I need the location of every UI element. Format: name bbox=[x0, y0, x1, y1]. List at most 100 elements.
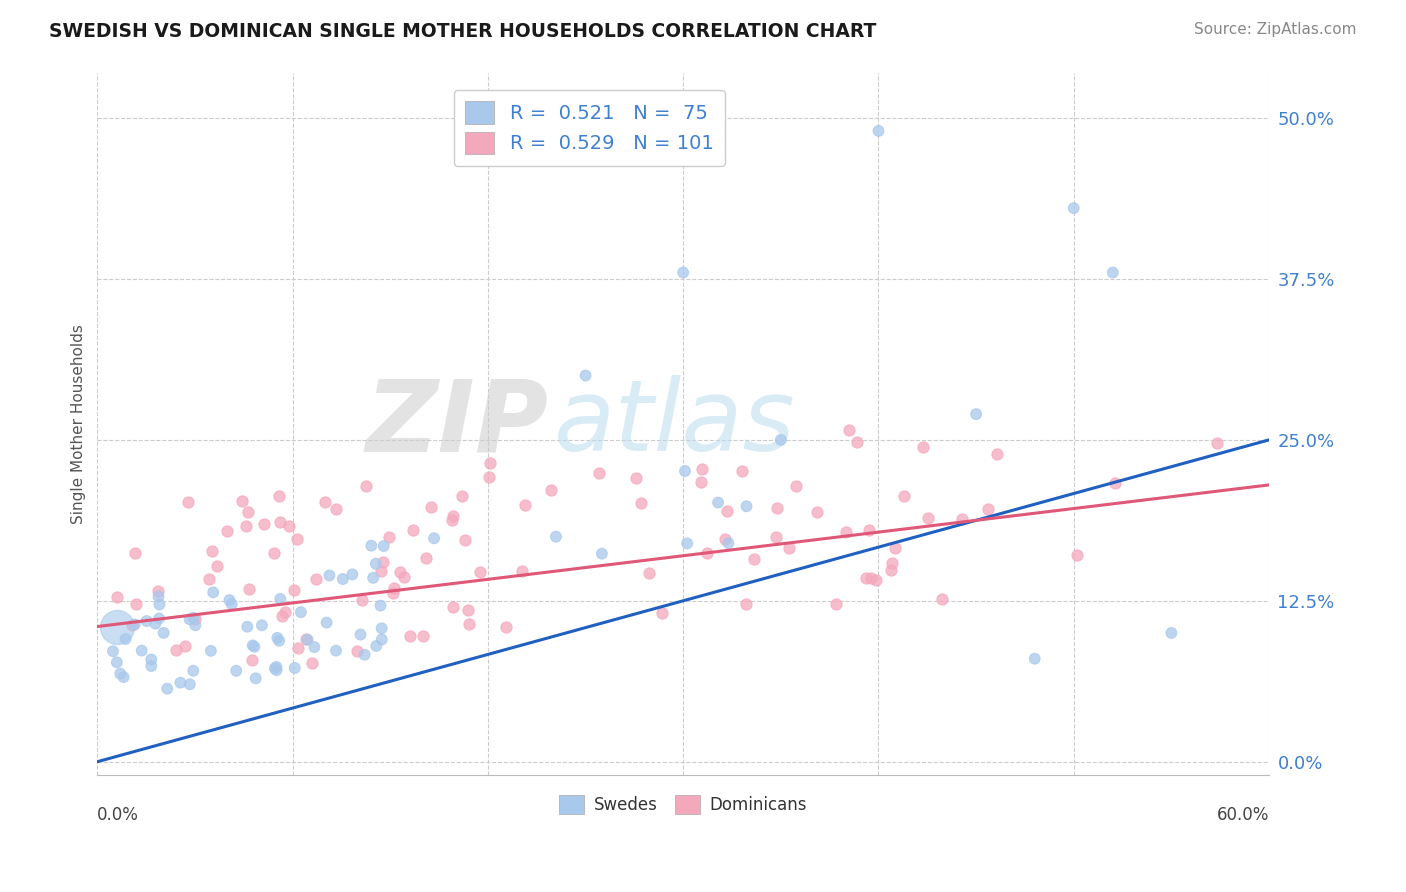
Point bbox=[131, 643, 153, 657]
Point bbox=[114, 632, 136, 646]
Point bbox=[574, 368, 596, 383]
Point bbox=[457, 603, 479, 617]
Point bbox=[965, 407, 987, 421]
Point bbox=[179, 677, 201, 691]
Point bbox=[349, 627, 371, 641]
Point bbox=[443, 599, 465, 614]
Point bbox=[105, 619, 128, 633]
Point bbox=[266, 663, 288, 677]
Point bbox=[544, 530, 567, 544]
Point bbox=[883, 541, 905, 555]
Text: ZIP: ZIP bbox=[366, 376, 548, 472]
Point bbox=[148, 611, 170, 625]
Point bbox=[423, 531, 446, 545]
Point bbox=[690, 475, 713, 489]
Point bbox=[283, 583, 305, 598]
Point bbox=[478, 469, 501, 483]
Point bbox=[124, 546, 146, 560]
Point bbox=[240, 652, 263, 666]
Point bbox=[305, 573, 328, 587]
Point bbox=[735, 598, 758, 612]
Point bbox=[917, 511, 939, 525]
Point bbox=[152, 626, 174, 640]
Point bbox=[225, 664, 247, 678]
Point bbox=[707, 495, 730, 509]
Point bbox=[325, 643, 347, 657]
Point bbox=[269, 591, 291, 606]
Point bbox=[450, 489, 472, 503]
Point bbox=[388, 565, 411, 579]
Point bbox=[591, 547, 613, 561]
Point bbox=[263, 546, 285, 560]
Point bbox=[200, 644, 222, 658]
Point bbox=[371, 555, 394, 569]
Point bbox=[540, 483, 562, 497]
Point bbox=[415, 550, 437, 565]
Point bbox=[931, 591, 953, 606]
Point bbox=[112, 670, 135, 684]
Point bbox=[135, 614, 157, 628]
Point bbox=[651, 607, 673, 621]
Point bbox=[412, 629, 434, 643]
Point bbox=[301, 656, 323, 670]
Point bbox=[179, 612, 201, 626]
Point bbox=[183, 611, 205, 625]
Point bbox=[468, 565, 491, 579]
Point bbox=[350, 592, 373, 607]
Y-axis label: Single Mother Households: Single Mother Households bbox=[72, 324, 86, 524]
Point bbox=[672, 266, 695, 280]
Point bbox=[287, 532, 309, 546]
Point bbox=[860, 571, 883, 585]
Point bbox=[458, 617, 481, 632]
Point bbox=[742, 552, 765, 566]
Point bbox=[392, 570, 415, 584]
Point bbox=[779, 541, 801, 555]
Point bbox=[986, 447, 1008, 461]
Point bbox=[297, 632, 319, 647]
Point bbox=[235, 519, 257, 533]
Point bbox=[1063, 201, 1085, 215]
Point bbox=[146, 583, 169, 598]
Point bbox=[205, 558, 228, 573]
Point bbox=[366, 639, 388, 653]
Point bbox=[441, 513, 464, 527]
Point bbox=[274, 605, 297, 619]
Point bbox=[399, 629, 422, 643]
Point bbox=[716, 504, 738, 518]
Point bbox=[221, 597, 243, 611]
Point bbox=[271, 609, 294, 624]
Point bbox=[277, 519, 299, 533]
Point bbox=[325, 502, 347, 516]
Point bbox=[441, 508, 464, 523]
Text: 60.0%: 60.0% bbox=[1216, 806, 1270, 824]
Point bbox=[145, 616, 167, 631]
Point bbox=[977, 501, 1000, 516]
Point bbox=[588, 467, 610, 481]
Point bbox=[893, 489, 915, 503]
Point bbox=[169, 675, 191, 690]
Point bbox=[125, 598, 148, 612]
Point bbox=[1101, 266, 1123, 280]
Point bbox=[630, 496, 652, 510]
Point bbox=[295, 632, 318, 646]
Point bbox=[342, 567, 364, 582]
Point bbox=[318, 568, 340, 582]
Point bbox=[290, 605, 312, 619]
Point bbox=[174, 639, 197, 653]
Text: Source: ZipAtlas.com: Source: ZipAtlas.com bbox=[1194, 22, 1357, 37]
Point bbox=[360, 539, 382, 553]
Point bbox=[834, 524, 856, 539]
Point bbox=[478, 456, 501, 470]
Point bbox=[269, 489, 291, 503]
Point bbox=[269, 515, 291, 529]
Point bbox=[378, 530, 401, 544]
Point bbox=[105, 656, 128, 670]
Point bbox=[218, 593, 240, 607]
Point bbox=[510, 564, 533, 578]
Point bbox=[515, 498, 537, 512]
Point bbox=[245, 671, 267, 685]
Legend: Swedes, Dominicans: Swedes, Dominicans bbox=[551, 787, 815, 822]
Point bbox=[266, 660, 288, 674]
Point bbox=[785, 479, 807, 493]
Point bbox=[806, 505, 828, 519]
